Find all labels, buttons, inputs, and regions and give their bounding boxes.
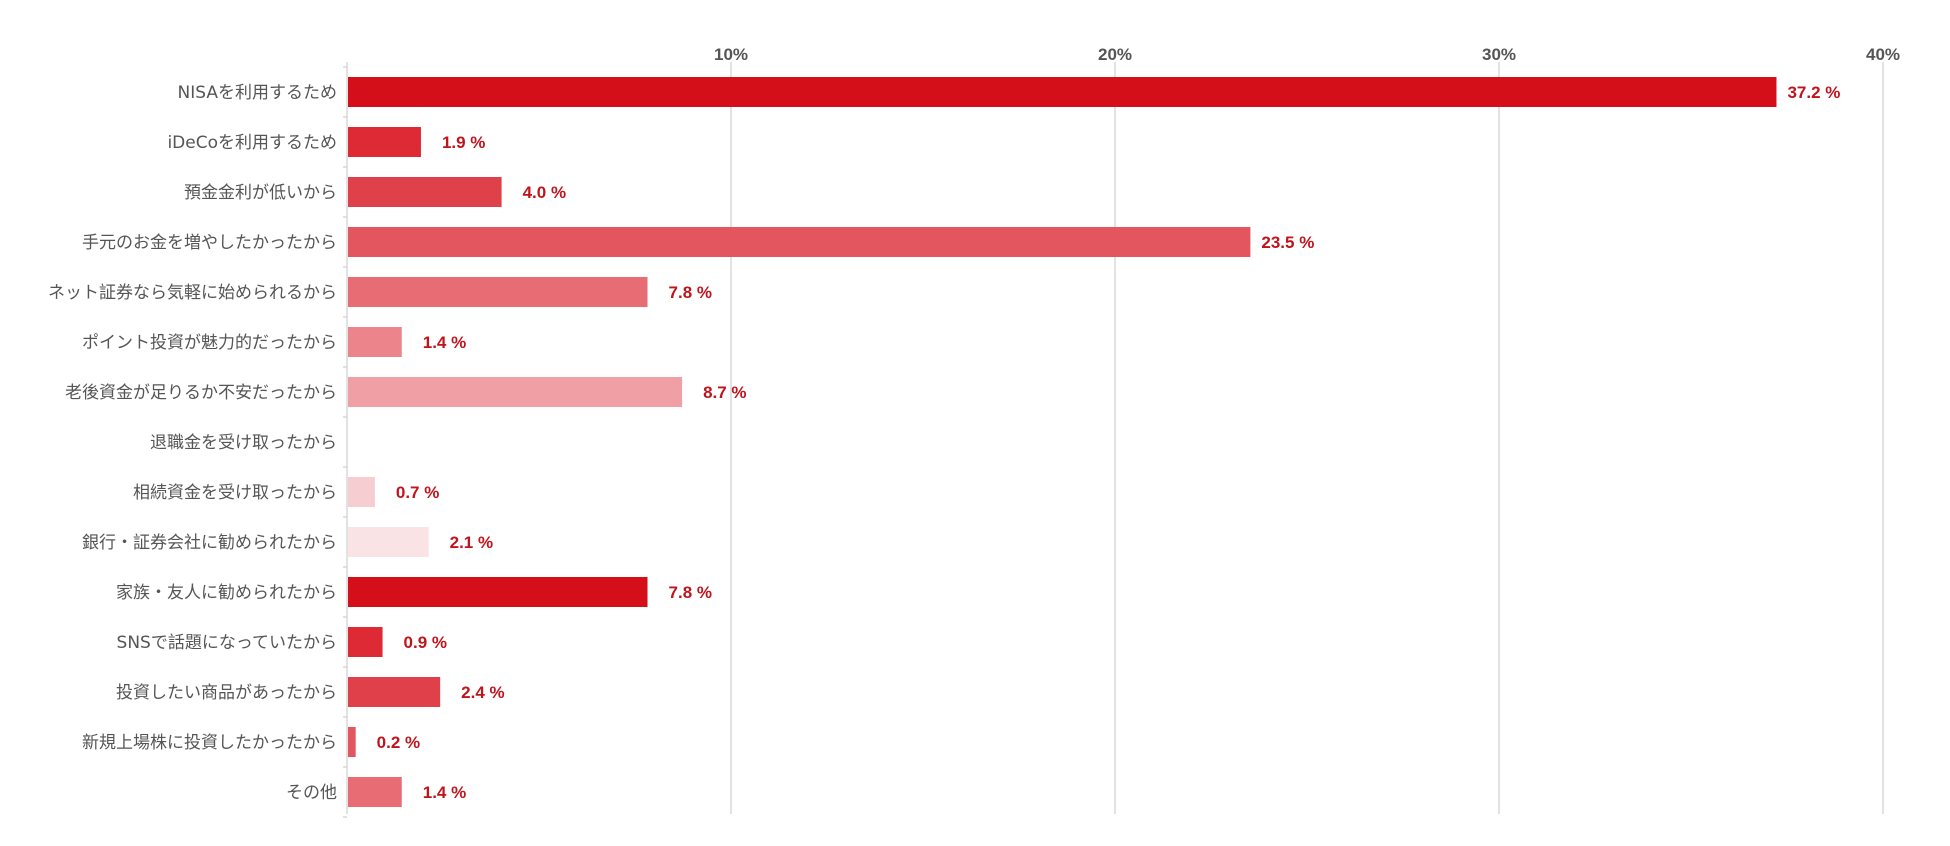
category-label: 預金金利が低いから (184, 183, 337, 203)
bar (348, 127, 421, 157)
data-label: 0.7 % (396, 483, 439, 502)
category-label: iDeCoを利用するため (167, 133, 337, 153)
category-label: ネット証券なら気軽に始められるから (48, 283, 337, 303)
bar (348, 777, 402, 807)
data-label: 1.4 % (423, 333, 466, 352)
data-label: 4.0 % (523, 183, 566, 202)
bar (348, 477, 375, 507)
category-label: 退職金を受け取ったから (150, 433, 337, 453)
category-label: 銀行・証券会社に勧められたから (82, 533, 337, 553)
data-label: 7.8 % (669, 283, 712, 302)
x-tick-label: 20% (1098, 45, 1132, 64)
x-tick-label: 40% (1866, 45, 1900, 64)
category-label: 投資したい商品があったから (116, 683, 337, 703)
bar (348, 577, 648, 607)
category-label: 新規上場株に投資したかったから (82, 733, 337, 753)
category-label: SNSで話題になっていたから (117, 633, 337, 653)
data-label: 2.4 % (461, 683, 504, 702)
bar (348, 327, 402, 357)
x-tick-label: 30% (1482, 45, 1516, 64)
data-label: 0.9 % (404, 633, 447, 652)
data-label: 1.4 % (423, 783, 466, 802)
bar (348, 677, 441, 707)
data-label: 8.7 % (703, 383, 746, 402)
x-tick-label: 10% (714, 45, 748, 64)
bar (348, 727, 356, 757)
y-axis (343, 62, 348, 818)
data-label: 7.8 % (669, 583, 712, 602)
bar (348, 377, 683, 407)
category-label: 家族・友人に勧められたから (116, 583, 337, 603)
data-label: 37.2 % (1787, 83, 1840, 102)
bar (348, 227, 1251, 257)
category-label: 相続資金を受け取ったから (133, 483, 337, 503)
category-label: NISAを利用するため (178, 83, 337, 103)
labels: 10% 20% 30% 40% NISAを利用するため 37.2 % iDeCoを利用するた… (48, 45, 1900, 803)
category-label: 老後資金が足りるか不安だったから (65, 383, 337, 403)
category-label: ポイント投資が魅力的だったから (82, 333, 337, 353)
gridlines (730, 62, 1884, 814)
data-label: 0.2 % (377, 733, 420, 752)
category-label: その他 (286, 783, 337, 803)
bar (348, 77, 1777, 107)
data-label: 2.1 % (450, 533, 493, 552)
bar (348, 277, 648, 307)
bars (348, 77, 1777, 807)
bar (348, 527, 429, 557)
data-label: 1.9 % (442, 133, 485, 152)
data-label: 23.5 % (1261, 233, 1314, 252)
bar (348, 627, 383, 657)
bar (348, 177, 502, 207)
category-label: 手元のお金を増やしたかったから (82, 233, 337, 253)
